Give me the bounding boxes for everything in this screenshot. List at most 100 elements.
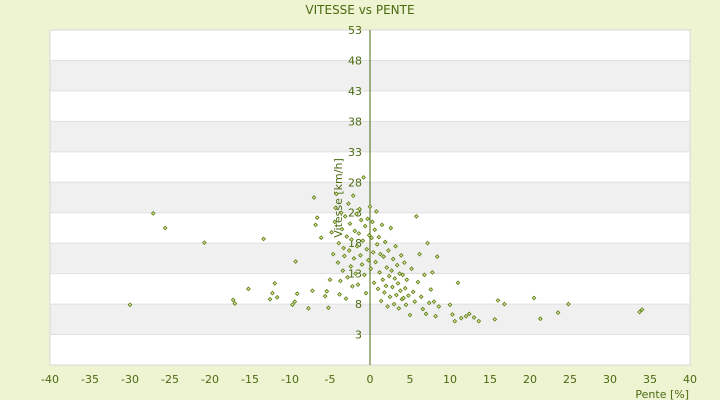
data-point <box>391 301 397 307</box>
x-tick-label: -20 <box>201 373 219 386</box>
data-point <box>393 243 398 249</box>
data-point <box>366 232 372 238</box>
data-point <box>417 251 422 257</box>
data-point <box>358 252 363 258</box>
data-point <box>345 274 350 280</box>
data-point <box>398 252 404 258</box>
data-point <box>150 210 156 216</box>
data-point <box>401 295 406 301</box>
data-point <box>362 223 368 229</box>
data-point <box>363 290 369 296</box>
data-point <box>306 305 311 311</box>
data-point <box>471 315 477 320</box>
data-point <box>403 302 409 308</box>
x-tick-label: -35 <box>81 373 99 386</box>
data-point <box>455 280 461 286</box>
data-point <box>333 205 338 211</box>
y-tick-label: 38 <box>348 115 362 128</box>
y-tick-label: 53 <box>348 24 362 37</box>
data-point <box>447 302 453 308</box>
data-point <box>202 240 207 245</box>
data-point <box>433 313 438 319</box>
y-tick-label: 33 <box>348 146 362 159</box>
x-tick-label: 25 <box>563 373 577 386</box>
data-point <box>538 316 543 322</box>
data-point <box>380 277 386 283</box>
data-point <box>555 310 561 315</box>
data-point <box>392 276 398 281</box>
data-point <box>354 211 359 217</box>
data-point <box>370 219 375 225</box>
y-tick-label: 8 <box>355 298 362 311</box>
data-point <box>322 293 328 299</box>
data-point <box>127 302 133 308</box>
data-point <box>395 281 401 286</box>
data-point <box>639 307 645 312</box>
data-point <box>415 279 421 285</box>
x-tick-label: -10 <box>281 373 299 386</box>
data-point <box>351 256 357 261</box>
data-point <box>385 304 390 309</box>
data-point <box>400 272 406 278</box>
x-axis-label: Pente [%] <box>635 388 689 400</box>
data-point <box>382 290 387 295</box>
data-point <box>384 265 390 270</box>
data-point <box>367 204 373 210</box>
x-tick-label: 5 <box>407 373 414 386</box>
data-point <box>375 286 381 292</box>
data-point <box>359 262 365 267</box>
data-point <box>326 305 331 311</box>
data-point <box>412 299 418 305</box>
data-point <box>336 240 342 246</box>
data-point <box>436 304 442 309</box>
data-point <box>356 231 362 236</box>
x-tick-label: 10 <box>443 373 457 386</box>
data-point <box>426 300 432 306</box>
data-point <box>379 222 385 228</box>
data-point <box>389 268 394 273</box>
x-tick-label: 40 <box>683 373 697 386</box>
data-point <box>386 273 392 279</box>
data-point <box>425 240 430 246</box>
data-point <box>377 270 382 275</box>
data-point <box>495 298 501 303</box>
data-point <box>313 222 318 228</box>
x-tick-label: 15 <box>483 373 497 386</box>
y-tick-label: 43 <box>348 85 362 98</box>
x-tick-label: -15 <box>241 373 259 386</box>
data-point <box>372 227 378 233</box>
x-tick-label: 35 <box>643 373 657 386</box>
data-point <box>365 216 370 222</box>
data-point <box>261 236 266 242</box>
data-point <box>246 286 251 292</box>
data-point <box>366 257 371 263</box>
data-point <box>353 271 358 277</box>
data-point <box>387 294 393 300</box>
data-point <box>492 316 498 322</box>
data-point <box>368 266 374 272</box>
data-point <box>458 315 464 321</box>
data-point <box>338 210 344 216</box>
data-point <box>369 235 374 241</box>
x-tick-label: -5 <box>325 373 336 386</box>
x-tick-label: 0 <box>367 373 374 386</box>
data-point <box>293 259 298 264</box>
data-point <box>531 295 537 301</box>
data-point <box>502 301 507 307</box>
data-point <box>376 234 382 240</box>
data-point <box>267 296 273 302</box>
data-point <box>346 248 352 253</box>
data-point <box>378 298 384 304</box>
data-point <box>409 266 414 272</box>
data-point <box>476 318 482 324</box>
data-point <box>342 214 348 219</box>
data-point <box>450 312 455 317</box>
data-point <box>402 285 408 291</box>
data-point <box>637 309 642 315</box>
data-point <box>294 291 300 297</box>
data-point <box>324 288 330 294</box>
data-point <box>381 254 386 259</box>
data-point <box>430 270 435 275</box>
data-point <box>337 291 342 297</box>
